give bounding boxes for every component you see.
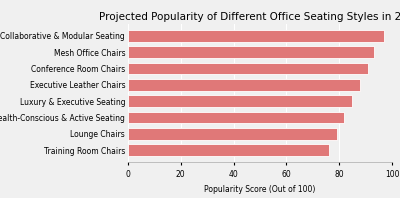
Bar — [128, 128, 336, 140]
Bar — [128, 95, 352, 107]
Bar — [128, 79, 360, 91]
Bar — [128, 30, 384, 42]
Bar — [128, 63, 368, 74]
Bar — [128, 144, 329, 156]
Bar — [128, 46, 374, 58]
Title: Projected Popularity of Different Office Seating Styles in 2025: Projected Popularity of Different Office… — [99, 12, 400, 22]
Bar — [128, 112, 344, 123]
X-axis label: Popularity Score (Out of 100): Popularity Score (Out of 100) — [204, 185, 316, 194]
